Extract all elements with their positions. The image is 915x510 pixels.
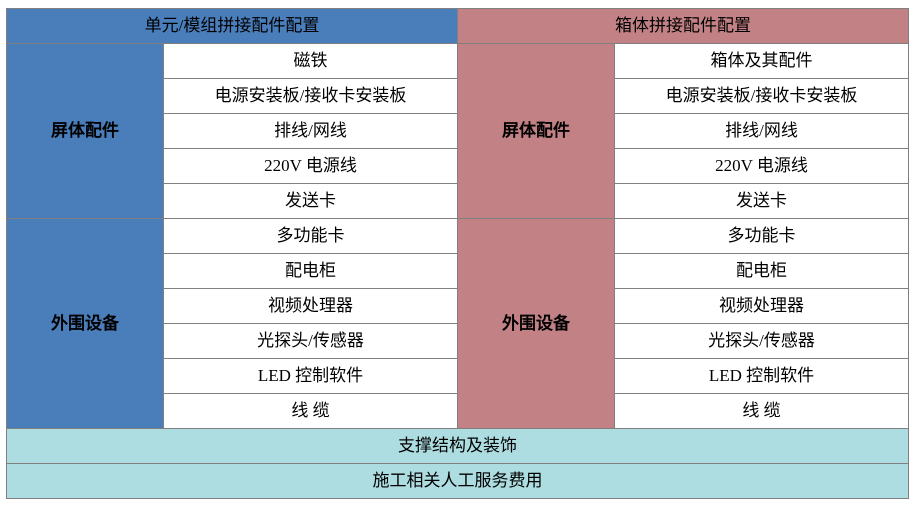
footer-cell-support-structure: 支撑结构及装饰 <box>5 428 910 464</box>
item-cell: 视频处理器 <box>162 288 459 324</box>
header-cell-left: 单元/模组拼接配件配置 <box>5 8 459 44</box>
item-cell: 电源安装板/接收卡安装板 <box>162 78 459 114</box>
item-cell: LED 控制软件 <box>162 358 459 394</box>
item-cell: 配电柜 <box>614 253 910 289</box>
header-cell-right: 箱体拼接配件配置 <box>457 8 910 44</box>
category-cell-right-screen-parts: 屏体配件 <box>457 43 616 219</box>
table-row: 外围设备 多功能卡 外围设备 多功能卡 <box>6 218 910 429</box>
table-row: 光探头/传感器 光探头/传感器 <box>7 323 910 359</box>
item-cell: 220V 电源线 <box>162 148 459 184</box>
table-row: 屏体配件 磁铁 屏体配件 箱体及其配件 <box>6 43 910 219</box>
configuration-matrix: 单元/模组拼接配件配置 箱体拼接配件配置 屏体配件 磁铁 屏体配件 箱体及其配件… <box>5 8 910 499</box>
table-footer-row: 支撑结构及装饰 <box>5 428 910 464</box>
item-cell: 发送卡 <box>614 183 910 219</box>
item-cell: 光探头/传感器 <box>162 323 459 359</box>
item-cell: 磁铁 <box>162 43 459 79</box>
item-cell: 线 缆 <box>614 393 910 429</box>
item-cell: 配电柜 <box>162 253 459 289</box>
item-cell: 多功能卡 <box>162 218 459 254</box>
item-cell: 电源安装板/接收卡安装板 <box>614 78 910 114</box>
item-cell: LED 控制软件 <box>614 358 910 394</box>
item-cell: 排线/网线 <box>162 113 459 149</box>
category-cell-left-peripherals: 外围设备 <box>6 218 164 429</box>
category-cell-right-peripherals: 外围设备 <box>457 218 616 429</box>
table-header-row: 单元/模组拼接配件配置 箱体拼接配件配置 <box>5 8 910 44</box>
table-row: LED 控制软件 LED 控制软件 <box>7 358 910 394</box>
item-cell: 发送卡 <box>162 183 459 219</box>
table-row: 发送卡 发送卡 <box>7 183 910 219</box>
item-cell: 排线/网线 <box>614 113 910 149</box>
footer-cell-labor-service-fee: 施工相关人工服务费用 <box>5 463 910 499</box>
table-row: 视频处理器 视频处理器 <box>7 288 910 324</box>
table-row: 配电柜 配电柜 <box>7 253 910 289</box>
table-row: 220V 电源线 220V 电源线 <box>7 148 910 184</box>
item-cell: 箱体及其配件 <box>614 43 910 79</box>
item-cell: 多功能卡 <box>614 218 910 254</box>
table-row: 电源安装板/接收卡安装板 电源安装板/接收卡安装板 <box>7 78 910 114</box>
item-cell: 220V 电源线 <box>614 148 910 184</box>
item-cell: 视频处理器 <box>614 288 910 324</box>
accessory-configuration-table: 单元/模组拼接配件配置 箱体拼接配件配置 屏体配件 磁铁 屏体配件 箱体及其配件… <box>5 8 910 502</box>
category-cell-left-screen-parts: 屏体配件 <box>6 43 164 219</box>
item-cell: 线 缆 <box>162 393 459 429</box>
table-footer-row: 施工相关人工服务费用 <box>5 463 910 499</box>
item-cell: 光探头/传感器 <box>614 323 910 359</box>
